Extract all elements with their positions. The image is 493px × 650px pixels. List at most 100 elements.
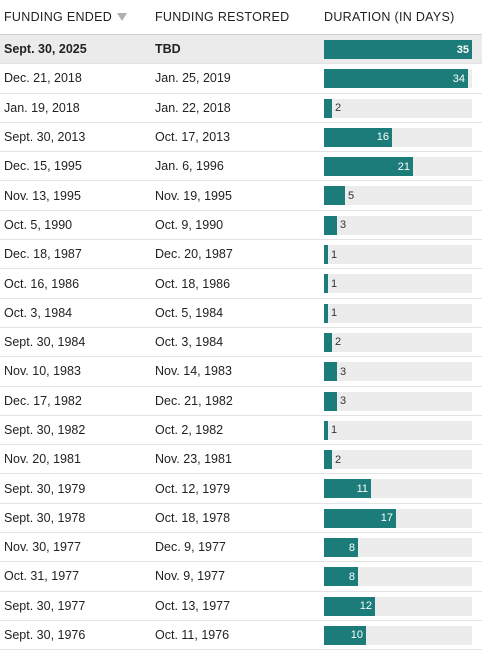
duration-value: 1 (331, 248, 338, 261)
table-row: Oct. 3, 1984 Oct. 5, 1984 1 (0, 299, 482, 328)
funding-restored-cell: Oct. 11, 1976 (155, 628, 230, 643)
duration-value: 17 (380, 512, 393, 525)
duration-cell: 21 (320, 152, 482, 180)
funding-restored-cell: Oct. 5, 1984 (155, 305, 224, 320)
funding-restored-cell: Oct. 17, 2013 (155, 130, 231, 145)
funding-ended-cell: Jan. 19, 2018 (4, 100, 80, 115)
funding-restored-cell: Oct. 18, 1978 (155, 510, 231, 525)
funding-restored-cell: Nov. 9, 1977 (155, 569, 225, 584)
duration-bar (324, 245, 328, 265)
table-row: Dec. 18, 1987 Dec. 20, 1987 1 (0, 240, 482, 270)
duration-value: 3 (340, 219, 347, 232)
duration-bar-track: 2 (324, 332, 472, 352)
table-row: Sept. 30, 1982 Oct. 2, 1982 1 (0, 416, 482, 446)
duration-bar-track: 1 (324, 245, 472, 265)
funding-restored-cell: TBD (155, 42, 181, 57)
duration-cell: 1 (320, 269, 482, 297)
duration-bar (324, 479, 371, 499)
duration-cell: 8 (320, 533, 482, 561)
duration-cell: 3 (320, 357, 482, 385)
header-funding-restored[interactable]: FUNDING RESTORED (155, 10, 290, 24)
duration-bar-track: 8 (324, 567, 472, 587)
funding-restored-cell: Oct. 9, 1990 (155, 217, 224, 232)
duration-cell: 3 (320, 387, 482, 415)
funding-ended-cell: Sept. 30, 1978 (4, 510, 86, 525)
duration-bar (324, 157, 413, 177)
duration-bar-track: 5 (324, 186, 472, 206)
duration-value: 8 (348, 541, 355, 554)
duration-value: 10 (350, 629, 363, 642)
duration-cell: 3 (320, 211, 482, 239)
funding-restored-cell: Dec. 20, 1987 (155, 247, 233, 262)
funding-restored-cell: Jan. 6, 1996 (155, 159, 224, 174)
duration-bar (324, 362, 337, 382)
table-body: Sept. 30, 2025 TBD 35 Dec. 21, 2018 Jan. 25,… (0, 35, 482, 650)
duration-cell: 5 (320, 181, 482, 209)
duration-cell: 2 (320, 94, 482, 122)
duration-bar-track: 3 (324, 391, 472, 411)
funding-restored-cell: Oct. 13, 1977 (155, 598, 231, 613)
duration-value: 2 (335, 336, 342, 349)
table-row: Sept. 30, 1977 Oct. 13, 1977 12 (0, 592, 482, 621)
duration-value: 35 (456, 43, 469, 56)
duration-bar-track: 8 (324, 538, 472, 558)
duration-cell: 1 (320, 299, 482, 327)
duration-value: 2 (335, 453, 342, 466)
funding-ended-cell: Oct. 5, 1990 (4, 217, 73, 232)
duration-bar-track: 17 (324, 508, 472, 528)
duration-cell: 34 (320, 64, 482, 92)
table-row: Dec. 17, 1982 Dec. 21, 1982 3 (0, 387, 482, 416)
duration-value: 1 (331, 277, 338, 290)
table-row: Sept. 30, 1978 Oct. 18, 1978 17 (0, 504, 482, 534)
duration-cell: 12 (320, 592, 482, 620)
duration-bar (324, 215, 337, 235)
table-row: Oct. 16, 1986 Oct. 18, 1986 1 (0, 269, 482, 299)
header-duration[interactable]: DURATION (IN DAYS) (324, 10, 455, 24)
duration-bar-track: 2 (324, 450, 472, 470)
duration-bar-track: 34 (324, 69, 472, 89)
funding-restored-cell: Nov. 14, 1983 (155, 364, 232, 379)
funding-ended-cell: Sept. 30, 1979 (4, 481, 86, 496)
duration-value: 5 (348, 189, 355, 202)
funding-ended-cell: Nov. 13, 1995 (4, 188, 81, 203)
header-funding-ended[interactable]: FUNDING ENDED (0, 10, 151, 24)
table-row: Nov. 30, 1977 Dec. 9, 1977 8 (0, 533, 482, 563)
funding-restored-cell: Nov. 23, 1981 (155, 452, 232, 467)
table-row: Sept. 30, 1984 Oct. 3, 1984 2 (0, 328, 482, 358)
duration-value: 21 (397, 160, 410, 173)
funding-restored-cell: Oct. 12, 1979 (155, 481, 231, 496)
duration-cell: 8 (320, 562, 482, 590)
sort-down-icon[interactable] (117, 13, 128, 21)
duration-bar (324, 625, 366, 645)
duration-cell: 17 (320, 504, 482, 532)
duration-cell: 10 (320, 621, 482, 649)
duration-cell: 1 (320, 416, 482, 444)
table-row: Sept. 30, 2025 TBD 35 (0, 35, 482, 65)
funding-ended-cell: Sept. 30, 2013 (4, 130, 86, 145)
duration-value: 12 (359, 600, 372, 613)
duration-bar-track: 1 (324, 274, 472, 294)
duration-bar (324, 420, 328, 440)
duration-bar-track: 1 (324, 303, 472, 323)
duration-cell: 2 (320, 445, 482, 473)
duration-bar-track: 12 (324, 596, 472, 616)
duration-value: 1 (331, 424, 338, 437)
funding-ended-cell: Oct. 31, 1977 (4, 569, 80, 584)
duration-bar-track: 10 (324, 625, 472, 645)
funding-ended-cell: Dec. 18, 1987 (4, 247, 82, 262)
funding-restored-cell: Oct. 18, 1986 (155, 276, 231, 291)
duration-bar-track: 3 (324, 215, 472, 235)
duration-bar-track: 11 (324, 479, 472, 499)
table-row: Nov. 13, 1995 Nov. 19, 1995 5 (0, 181, 482, 211)
table-row: Sept. 30, 2013 Oct. 17, 2013 16 (0, 123, 482, 153)
table-row: Dec. 21, 2018 Jan. 25, 2019 34 (0, 64, 482, 94)
funding-restored-cell: Oct. 3, 1984 (155, 335, 224, 350)
duration-cell: 2 (320, 328, 482, 356)
duration-bar (324, 303, 328, 323)
funding-restored-cell: Oct. 2, 1982 (155, 423, 224, 437)
funding-ended-cell: Sept. 30, 2025 (4, 42, 87, 57)
duration-bar-track: 3 (324, 362, 472, 382)
table-row: Dec. 15, 1995 Jan. 6, 1996 21 (0, 152, 482, 182)
funding-ended-cell: Sept. 30, 1984 (4, 335, 86, 350)
duration-bar (324, 186, 345, 206)
